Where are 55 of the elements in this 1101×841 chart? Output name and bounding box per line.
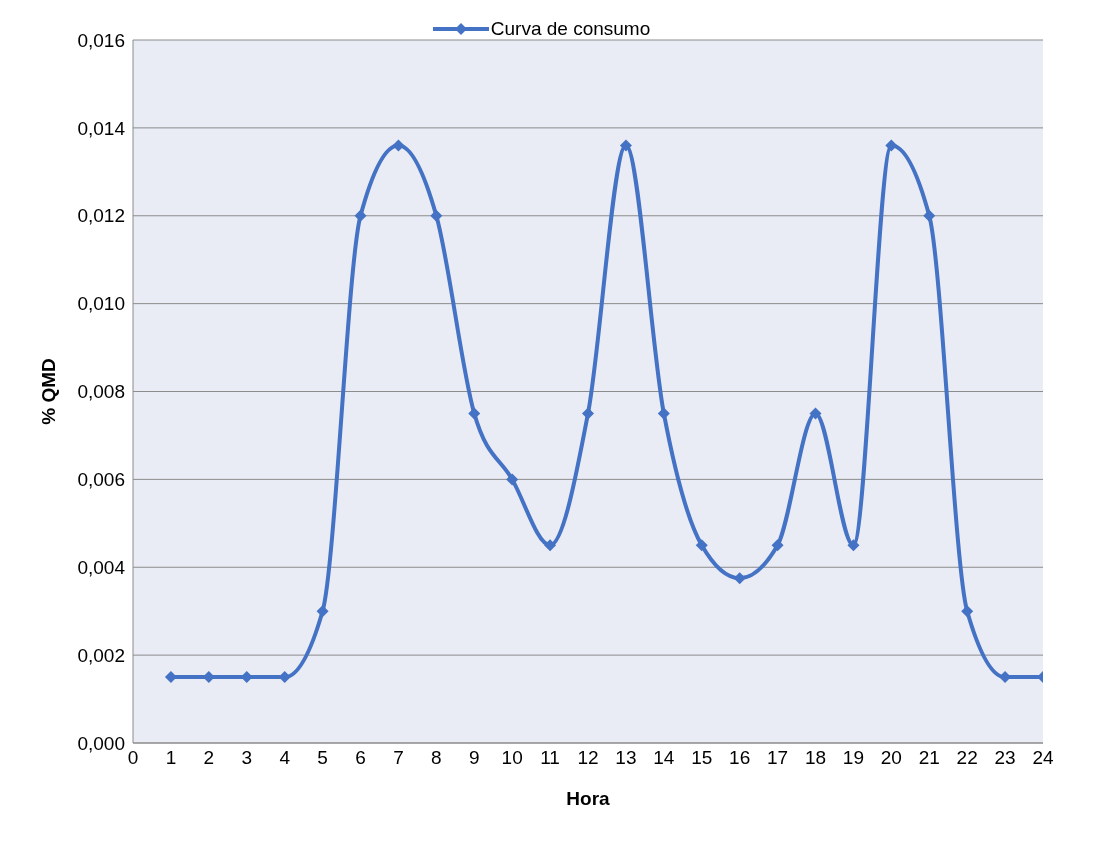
x-tick-label: 5 [317, 747, 328, 769]
x-tick-label: 15 [691, 747, 713, 769]
x-tick-label: 9 [468, 747, 480, 769]
y-tick-label: 0,014 [77, 117, 126, 139]
x-tick-label: 7 [393, 747, 404, 769]
point [847, 539, 860, 552]
point [619, 139, 632, 152]
point [316, 605, 329, 618]
x-tick-label: 12 [577, 747, 599, 769]
point [695, 539, 708, 552]
x-tick-label: 14 [653, 747, 675, 769]
point [657, 407, 670, 420]
x-tick-label: 22 [956, 747, 978, 769]
x-tick-label: 6 [355, 747, 366, 769]
point [392, 139, 405, 152]
point [506, 473, 519, 486]
point [468, 407, 481, 420]
point [885, 139, 898, 152]
x-tick-label: 18 [804, 747, 827, 769]
x-tick-label: 20 [880, 747, 902, 769]
x-tick-label: 4 [279, 747, 291, 769]
legend-label: Curva de consumo [490, 18, 651, 40]
x-tick-label: 17 [767, 747, 789, 769]
y-tick-label: 0,002 [77, 644, 125, 666]
point [430, 209, 443, 222]
x-tick-label: 16 [729, 747, 751, 769]
x-tick-label: 24 [1032, 747, 1054, 769]
y-tick-label: 0,016 [77, 29, 125, 51]
y-axis-title: % QMD [37, 358, 59, 425]
y-tick-label: 0,012 [77, 205, 125, 227]
point [582, 407, 594, 420]
point [771, 539, 784, 552]
point [961, 605, 974, 618]
x-tick-label: 2 [203, 747, 215, 769]
y-tick-label: 0,000 [77, 732, 125, 754]
x-tick-label: 13 [615, 747, 637, 769]
point [544, 539, 557, 552]
y-tick-label: 0,008 [77, 381, 125, 403]
x-tick-label: 3 [241, 747, 253, 769]
x-axis-title: Hora [566, 788, 611, 809]
point [923, 209, 936, 222]
y-tick-label: 0,004 [77, 556, 126, 578]
y-tick-label: 0,010 [77, 293, 125, 315]
x-tick-label: 21 [918, 747, 940, 769]
x-tick-label: 0 [127, 747, 139, 769]
x-tick-label: 10 [501, 747, 523, 769]
point [354, 209, 367, 222]
x-tick-label: 1 [165, 747, 177, 769]
x-tick-label: 8 [431, 747, 442, 769]
x-tick-label: 11 [540, 747, 560, 769]
point [733, 572, 746, 585]
point [809, 407, 822, 420]
x-tick-label: 23 [994, 747, 1016, 769]
y-tick-label: 0,006 [77, 469, 125, 491]
x-tick-label: 19 [842, 747, 864, 769]
